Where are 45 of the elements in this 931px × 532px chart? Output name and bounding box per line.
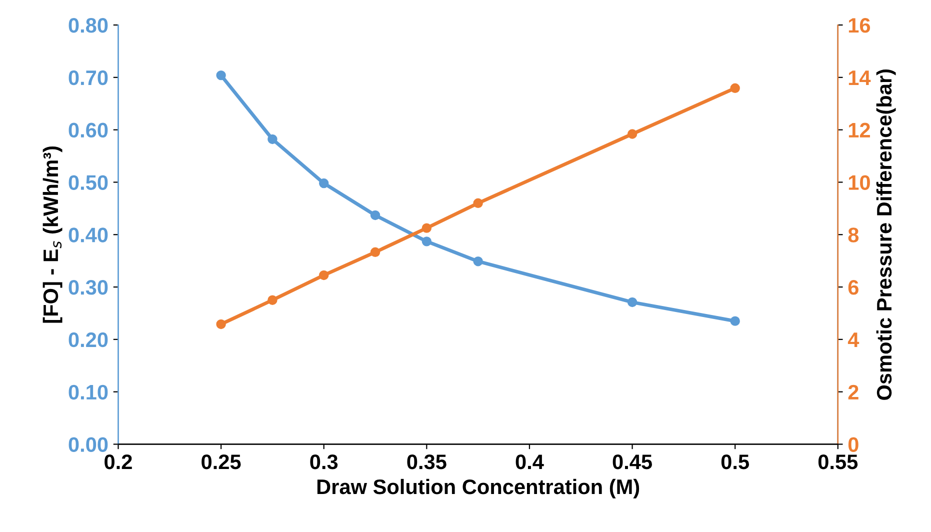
point	[730, 316, 740, 326]
y-tick-label: 0.30	[68, 280, 108, 295]
y-tick-label: 0.00	[68, 437, 108, 452]
point	[268, 134, 278, 144]
point	[627, 129, 638, 139]
point	[422, 223, 432, 233]
point	[473, 198, 483, 208]
x-axis-title: Draw Solution Concentration (M)	[317, 478, 640, 498]
point	[216, 70, 226, 80]
y-tick-label: 0.70	[68, 70, 108, 86]
x-tick-label: 0.45	[612, 454, 652, 470]
x-tick-label: 0.25	[202, 454, 241, 470]
point	[422, 236, 432, 246]
y2-tick-label: 8	[848, 228, 859, 242]
y-tick-label: 0.10	[68, 384, 108, 400]
y2-tick-label: 16	[848, 18, 870, 33]
y2-tick-label: 4	[848, 332, 860, 347]
y2-tick-label: 6	[848, 280, 858, 295]
point	[473, 256, 483, 266]
x-tick-label: 0.35	[407, 454, 446, 470]
point	[318, 270, 329, 280]
x-tick-label: 0.3	[310, 454, 338, 470]
point	[627, 297, 638, 308]
y2-tick-label: 14	[848, 70, 871, 85]
point	[370, 247, 380, 258]
x-tick-label: 0.2	[104, 454, 132, 470]
point	[318, 178, 329, 188]
point	[268, 295, 278, 305]
x-tick-label: 0.5	[721, 454, 749, 470]
y2-tick-label: 0	[848, 437, 858, 452]
x-tick-label: 0.55	[818, 454, 858, 470]
y2-tick-label: 10	[848, 175, 870, 190]
y-axis-title: [FO] - E$_{s}$ (kWh/m³)	[42, 146, 62, 323]
y-tick-label: 0.40	[68, 228, 108, 242]
point	[730, 83, 740, 94]
x-tick-label: 0.4	[516, 454, 544, 470]
y2-axis-title: Osmotic Pressure Difference(bar)	[876, 69, 896, 400]
y2-tick-label: 2	[848, 384, 858, 400]
y2-tick-label: 12	[848, 122, 870, 138]
y-tick-label: 0.60	[68, 122, 108, 138]
y-tick-label: 0.80	[68, 18, 108, 33]
y-tick-label: 0.20	[68, 332, 108, 348]
y-tick-label: 0.50	[68, 175, 108, 190]
point	[216, 319, 226, 330]
point	[370, 210, 380, 220]
